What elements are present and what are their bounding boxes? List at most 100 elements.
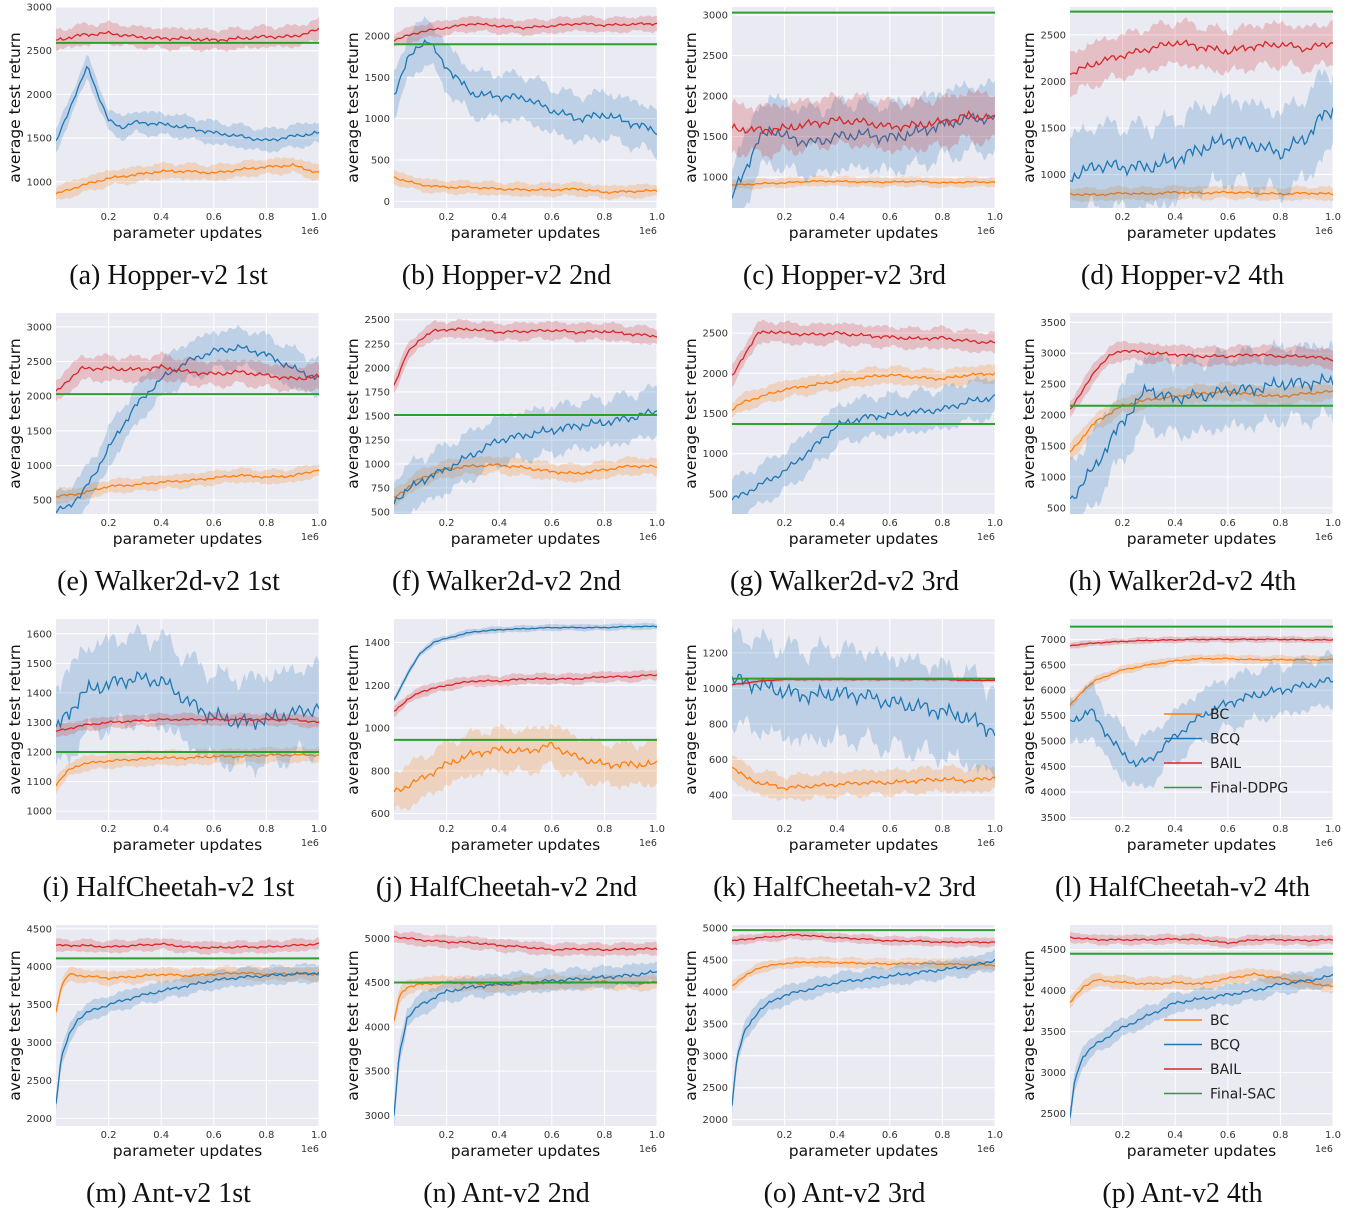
y-tick-label: 2500 <box>1041 1109 1066 1120</box>
chart-panel: 0.2 0.4 0.6 0.8 1.0 2000 2500 3000 3500 4000 4500 p… <box>0 918 337 1223</box>
legend-label: BC <box>1210 1013 1229 1029</box>
y-tick-label: 2250 <box>365 339 390 350</box>
panel-caption: (l) HalfCheetah-v2 4th <box>1054 872 1311 903</box>
chart-panel: 0.2 0.4 0.6 0.8 1.0 500 750 1000 1250 1500 1750 200… <box>338 306 675 611</box>
y-axis-label: average test return <box>344 338 362 488</box>
x-tick-label: 0.8 <box>934 518 950 529</box>
y-tick-label: 800 <box>371 766 390 777</box>
plot-group <box>56 623 319 795</box>
chart-panel: 0.2 0.4 0.6 0.8 1.0 1000 1100 1200 1300 1400 1500 1… <box>0 612 337 917</box>
x-tick-label: 0.4 <box>491 1130 507 1141</box>
series-line-bc <box>732 179 995 187</box>
legend-label: Final-DDPG <box>1210 781 1288 797</box>
x-tick-label: 0.4 <box>1167 1130 1183 1141</box>
chart-panel: 0.2 0.4 0.6 0.8 1.0 2000 2500 3000 3500 4000 4500 5… <box>676 918 1013 1223</box>
panel-caption: (k) HalfCheetah-v2 3rd <box>713 872 976 903</box>
y-tick-label: 1000 <box>27 807 52 818</box>
x-tick-label: 0.4 <box>153 212 169 223</box>
y-tick-label: 1500 <box>27 426 52 437</box>
x-tick-label: 0.6 <box>544 1130 560 1141</box>
x-multiplier: 1e6 <box>639 226 657 237</box>
y-tick-label: 2500 <box>703 329 728 340</box>
chart-svg: 0.2 0.4 0.6 0.8 1.0 500 750 1000 1250 1500 1750 200… <box>344 313 665 548</box>
legend-label: Final-SAC <box>1210 1087 1276 1103</box>
plot-group <box>732 929 995 1115</box>
panel-caption: (f) Walker2d-v2 2nd <box>392 566 621 597</box>
x-multiplier: 1e6 <box>301 226 319 237</box>
x-tick-label: 0.2 <box>777 212 793 223</box>
band-bail <box>732 319 995 387</box>
y-tick-label: 500 <box>371 508 390 519</box>
series-line-bc <box>1070 190 1333 197</box>
panel-caption: (a) Hopper-v2 1st <box>69 260 268 291</box>
y-tick-label: 1000 <box>365 724 390 735</box>
x-axis-label: parameter updates <box>113 224 262 242</box>
x-tick-label: 0.4 <box>829 518 845 529</box>
x-axis-label: parameter updates <box>451 530 600 548</box>
y-tick-label: 7000 <box>1041 635 1066 646</box>
x-tick-label: 0.4 <box>153 824 169 835</box>
series-line-bcq <box>1070 676 1333 768</box>
series-line-bcq <box>56 65 319 142</box>
band-bc <box>56 464 319 505</box>
y-tick-label: 3500 <box>1041 318 1066 329</box>
y-tick-label: 2500 <box>703 1083 728 1094</box>
y-tick-label: 1000 <box>1041 472 1066 483</box>
legend-label: BAIL <box>1210 1062 1241 1078</box>
chart-panel: 0.2 0.4 0.6 0.8 1.0 1000 1500 2000 2500 3000 param… <box>676 0 1013 305</box>
y-tick-label: 2500 <box>1041 380 1066 391</box>
y-tick-label: 1000 <box>365 114 390 125</box>
y-tick-label: 1200 <box>27 748 52 759</box>
y-tick-label: 1500 <box>703 132 728 143</box>
x-tick-label: 0.2 <box>439 1130 455 1141</box>
chart-panel: 0.2 0.4 0.6 0.8 1.0 2500 3000 3500 4000 4500 param… <box>1014 918 1350 1223</box>
chart-svg: 0.2 0.4 0.6 0.8 1.0 2000 2500 3000 3500 4000 4500 5… <box>682 924 1003 1160</box>
plot-area <box>394 925 657 1126</box>
chart-svg: 0.2 0.4 0.6 0.8 1.0 3000 3500 4000 4500 5000 param… <box>344 925 665 1160</box>
x-tick-label: 0.8 <box>934 212 950 223</box>
band-bc <box>394 723 657 812</box>
y-tick-label: 2500 <box>365 315 390 326</box>
chart-panel: 0.2 0.4 0.6 0.8 1.0 400 600 800 1000 1200 paramete… <box>676 612 1013 917</box>
y-axis-label: average test return <box>682 644 700 794</box>
x-tick-label: 0.6 <box>1220 1130 1236 1141</box>
plot-area <box>56 7 319 208</box>
band-bcq <box>732 77 995 208</box>
y-tick-label: 1000 <box>1041 170 1066 181</box>
x-tick-label: 0.8 <box>934 1130 950 1141</box>
chart-panel: 0.2 0.4 0.6 0.8 1.0 600 800 1000 1200 1400 paramet… <box>338 612 675 917</box>
chart-panel: 0.2 0.4 0.6 0.8 1.0 3000 3500 4000 4500 5000 param… <box>338 918 675 1223</box>
band-bcq <box>394 961 657 1126</box>
x-multiplier: 1e6 <box>301 1144 319 1155</box>
x-multiplier: 1e6 <box>977 226 995 237</box>
y-tick-label: 1500 <box>365 73 390 84</box>
series-line-bc <box>56 469 319 499</box>
series-line-bail <box>1070 349 1333 410</box>
legend: BC BCQ BAIL Final-SAC <box>1164 1013 1276 1103</box>
plot-group <box>1070 10 1333 208</box>
y-axis-label: average test return <box>682 32 700 182</box>
x-multiplier: 1e6 <box>1315 1144 1333 1155</box>
plot-group <box>56 16 319 200</box>
x-tick-label: 0.8 <box>596 212 612 223</box>
panel-caption: (g) Walker2d-v2 3rd <box>730 566 959 597</box>
y-tick-label: 1250 <box>365 435 390 446</box>
y-tick-label: 1500 <box>1041 123 1066 134</box>
y-tick-label: 3500 <box>365 1067 390 1078</box>
x-tick-label: 1.0 <box>987 824 1003 835</box>
y-tick-label: 1500 <box>365 411 390 422</box>
band-bail <box>1070 340 1333 418</box>
x-tick-label: 0.2 <box>101 824 117 835</box>
x-multiplier: 1e6 <box>301 532 319 543</box>
plot-group <box>732 319 995 514</box>
x-tick-label: 0.4 <box>1167 212 1183 223</box>
y-tick-label: 2000 <box>1041 411 1066 422</box>
band-bc <box>732 175 995 191</box>
y-tick-label: 2500 <box>27 46 52 57</box>
x-tick-label: 0.8 <box>258 212 274 223</box>
x-multiplier: 1e6 <box>1315 838 1333 849</box>
x-tick-label: 0.4 <box>829 824 845 835</box>
series-line-bc <box>732 960 995 987</box>
plot-group <box>56 324 319 514</box>
series-line-bail <box>1070 638 1333 647</box>
